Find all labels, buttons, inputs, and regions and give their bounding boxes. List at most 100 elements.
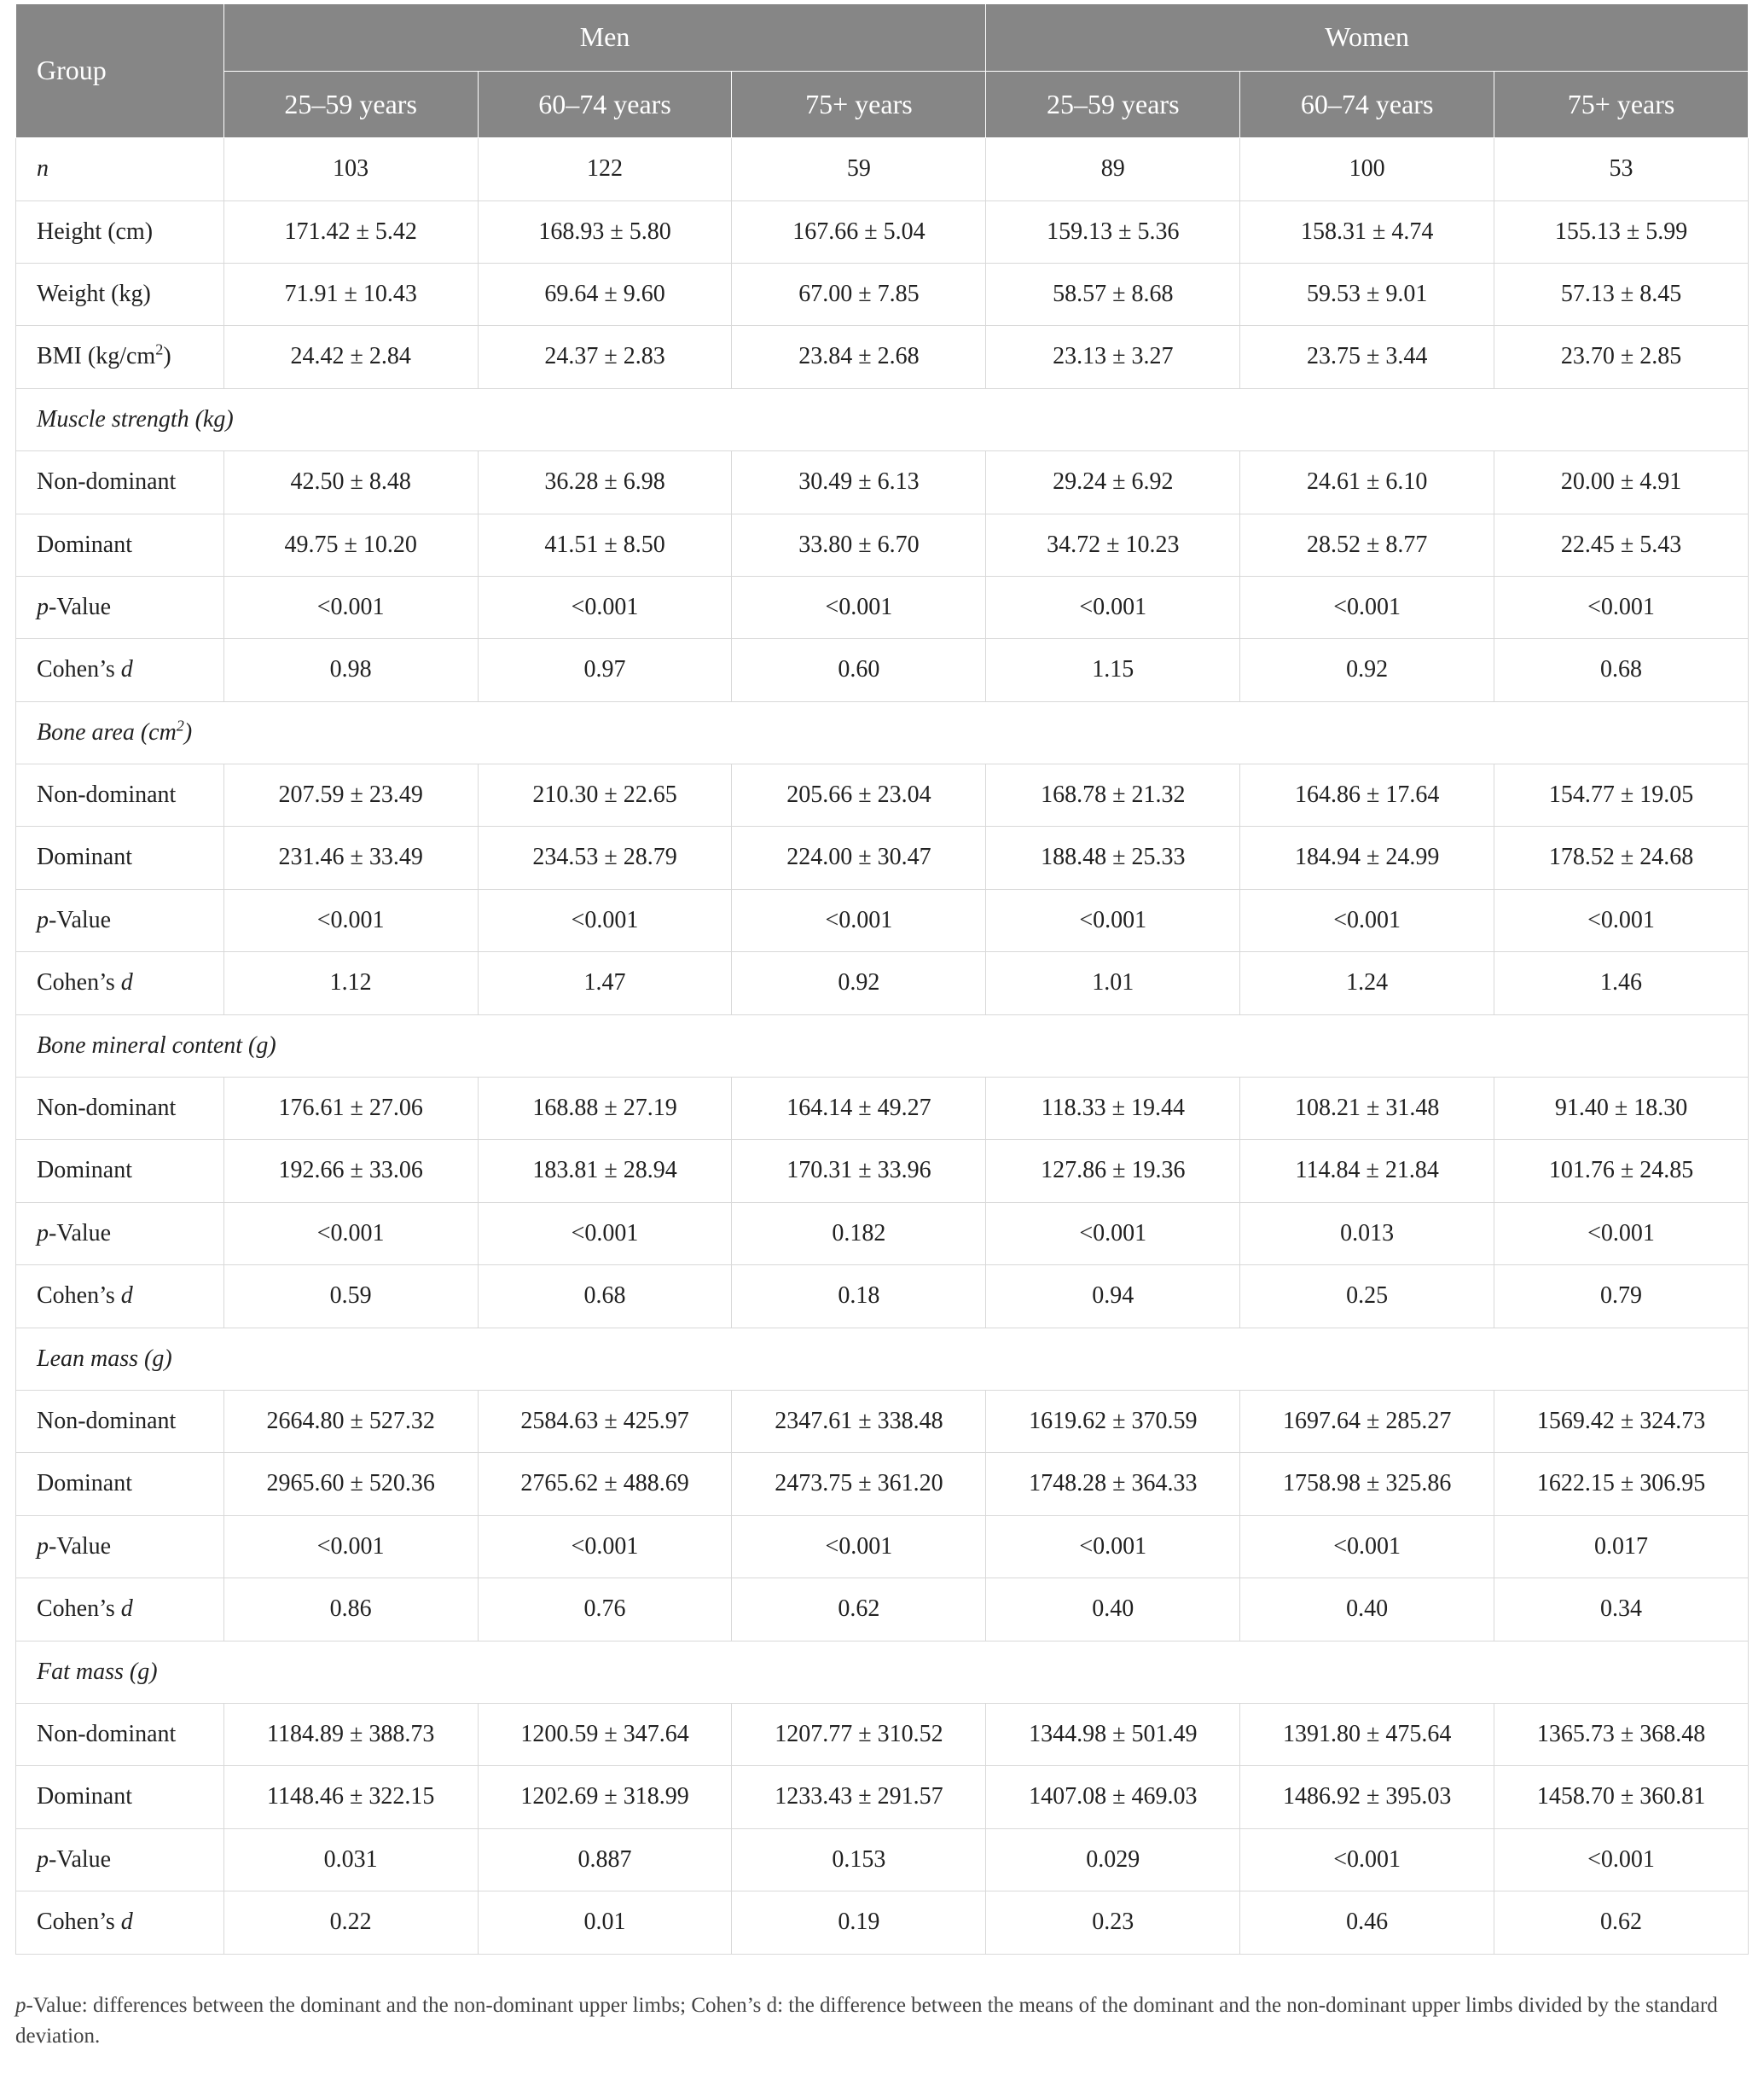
data-cell: 22.45 ± 5.43: [1494, 514, 1749, 576]
header-row-1: Group Men Women: [16, 4, 1749, 72]
row-label: p-Value: [16, 1515, 224, 1578]
data-cell: 71.91 ± 10.43: [223, 263, 478, 325]
table-row: Non-dominant42.50 ± 8.4836.28 ± 6.9830.4…: [16, 451, 1749, 514]
row-label: Non-dominant: [16, 1703, 224, 1765]
row-label: p-Value: [16, 1828, 224, 1891]
row-label: Cohen’s d: [16, 1265, 224, 1328]
data-cell: 69.64 ± 9.60: [478, 263, 732, 325]
data-cell: 231.46 ± 33.49: [223, 827, 478, 889]
data-cell: 1.12: [223, 952, 478, 1014]
data-cell: 1.15: [986, 639, 1240, 701]
data-cell: 2473.75 ± 361.20: [732, 1453, 986, 1515]
data-cell: 122: [478, 138, 732, 200]
section-header: Muscle strength (kg): [16, 388, 1749, 450]
data-cell: 58.57 ± 8.68: [986, 263, 1240, 325]
row-label: Dominant: [16, 1140, 224, 1202]
data-cell: 23.70 ± 2.85: [1494, 326, 1749, 388]
data-cell: 23.75 ± 3.44: [1240, 326, 1494, 388]
data-cell: <0.001: [478, 1202, 732, 1264]
table-row: n103122598910053: [16, 138, 1749, 200]
table-row: Dominant2965.60 ± 520.362765.62 ± 488.69…: [16, 1453, 1749, 1515]
header-row-2: 25–59 years 60–74 years 75+ years 25–59 …: [16, 71, 1749, 138]
data-cell: 118.33 ± 19.44: [986, 1078, 1240, 1140]
row-label: Weight (kg): [16, 263, 224, 325]
row-label: Height (cm): [16, 200, 224, 263]
data-cell: 1391.80 ± 475.64: [1240, 1703, 1494, 1765]
data-cell: 0.34: [1494, 1578, 1749, 1641]
data-cell: 1758.98 ± 325.86: [1240, 1453, 1494, 1515]
data-cell: 1200.59 ± 347.64: [478, 1703, 732, 1765]
data-cell: <0.001: [1240, 576, 1494, 638]
data-cell: 0.153: [732, 1828, 986, 1891]
table-row: Bone mineral content (g): [16, 1014, 1749, 1077]
data-cell: 1622.15 ± 306.95: [1494, 1453, 1749, 1515]
data-cell: 23.84 ± 2.68: [732, 326, 986, 388]
data-cell: <0.001: [732, 1515, 986, 1578]
data-cell: 101.76 ± 24.85: [1494, 1140, 1749, 1202]
table-footnote: p-Value: differences between the dominan…: [15, 1990, 1749, 2053]
row-label: Non-dominant: [16, 1391, 224, 1453]
data-cell: 29.24 ± 6.92: [986, 451, 1240, 514]
data-cell: 234.53 ± 28.79: [478, 827, 732, 889]
data-cell: 89: [986, 138, 1240, 200]
table-row: Dominant231.46 ± 33.49234.53 ± 28.79224.…: [16, 827, 1749, 889]
table-row: Dominant49.75 ± 10.2041.51 ± 8.5033.80 ±…: [16, 514, 1749, 576]
data-cell: 1148.46 ± 322.15: [223, 1766, 478, 1828]
data-cell: 0.40: [1240, 1578, 1494, 1641]
row-label: n: [16, 138, 224, 200]
data-cell: 23.13 ± 3.27: [986, 326, 1240, 388]
table-row: Weight (kg)71.91 ± 10.4369.64 ± 9.6067.0…: [16, 263, 1749, 325]
data-cell: 0.013: [1240, 1202, 1494, 1264]
table-row: Cohen’s d1.121.470.921.011.241.46: [16, 952, 1749, 1014]
data-cell: 108.21 ± 31.48: [1240, 1078, 1494, 1140]
row-label: Non-dominant: [16, 764, 224, 827]
data-cell: 2765.62 ± 488.69: [478, 1453, 732, 1515]
data-cell: 0.25: [1240, 1265, 1494, 1328]
data-cell: <0.001: [986, 1515, 1240, 1578]
data-cell: 30.49 ± 6.13: [732, 451, 986, 514]
table-row: Cohen’s d0.220.010.190.230.460.62: [16, 1891, 1749, 1954]
data-cell: <0.001: [223, 1202, 478, 1264]
data-cell: 0.62: [732, 1578, 986, 1641]
table-row: p-Value<0.001<0.001<0.001<0.001<0.001<0.…: [16, 576, 1749, 638]
data-cell: <0.001: [732, 889, 986, 951]
data-cell: 1486.92 ± 395.03: [1240, 1766, 1494, 1828]
data-cell: <0.001: [986, 1202, 1240, 1264]
data-cell: 0.59: [223, 1265, 478, 1328]
table-row: Fat mass (g): [16, 1641, 1749, 1703]
data-cell: 1.46: [1494, 952, 1749, 1014]
data-cell: <0.001: [1494, 1828, 1749, 1891]
table-row: Non-dominant176.61 ± 27.06168.88 ± 27.19…: [16, 1078, 1749, 1140]
data-cell: <0.001: [1494, 576, 1749, 638]
row-label: Cohen’s d: [16, 639, 224, 701]
data-cell: 2664.80 ± 527.32: [223, 1391, 478, 1453]
data-cell: <0.001: [1240, 889, 1494, 951]
table-row: Muscle strength (kg): [16, 388, 1749, 450]
data-cell: 0.029: [986, 1828, 1240, 1891]
data-cell: 59.53 ± 9.01: [1240, 263, 1494, 325]
table-row: BMI (kg/cm2)24.42 ± 2.8424.37 ± 2.8323.8…: [16, 326, 1749, 388]
data-cell: 24.42 ± 2.84: [223, 326, 478, 388]
data-cell: 0.79: [1494, 1265, 1749, 1328]
data-cell: 164.86 ± 17.64: [1240, 764, 1494, 827]
row-label: Non-dominant: [16, 451, 224, 514]
data-cell: 0.68: [1494, 639, 1749, 701]
row-label: Cohen’s d: [16, 952, 224, 1014]
data-cell: 0.40: [986, 1578, 1240, 1641]
data-cell: 2347.61 ± 338.48: [732, 1391, 986, 1453]
table-row: Cohen’s d0.980.970.601.150.920.68: [16, 639, 1749, 701]
data-cell: 0.62: [1494, 1891, 1749, 1954]
data-cell: 1458.70 ± 360.81: [1494, 1766, 1749, 1828]
data-cell: 158.31 ± 4.74: [1240, 200, 1494, 263]
data-cell: 57.13 ± 8.45: [1494, 263, 1749, 325]
data-cell: <0.001: [478, 1515, 732, 1578]
data-cell: <0.001: [732, 576, 986, 638]
data-cell: 1748.28 ± 364.33: [986, 1453, 1240, 1515]
table-row: p-Value0.0310.8870.1530.029<0.001<0.001: [16, 1828, 1749, 1891]
data-cell: 159.13 ± 5.36: [986, 200, 1240, 263]
data-cell: 0.68: [478, 1265, 732, 1328]
data-cell: <0.001: [478, 889, 732, 951]
data-cell: 168.78 ± 21.32: [986, 764, 1240, 827]
data-cell: 168.93 ± 5.80: [478, 200, 732, 263]
data-cell: <0.001: [223, 576, 478, 638]
